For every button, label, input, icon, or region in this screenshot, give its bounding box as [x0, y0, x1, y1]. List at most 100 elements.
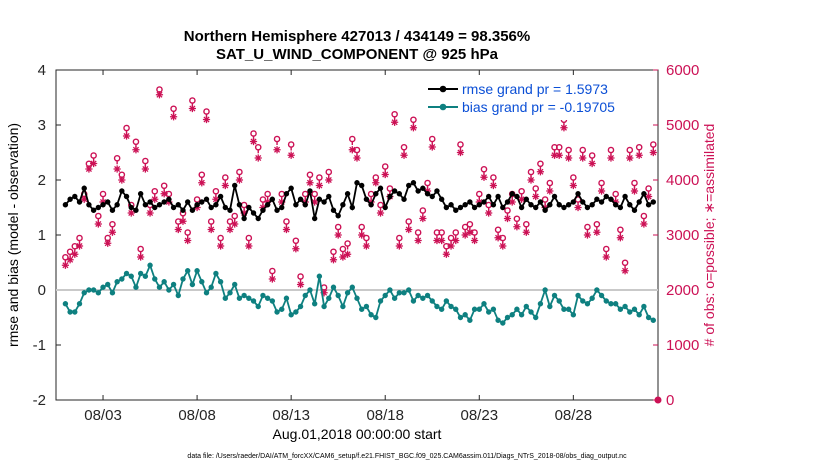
obs-assimilated-marker: [353, 154, 361, 162]
bias-point: [335, 292, 341, 299]
obs-assimilated-marker: [94, 220, 102, 228]
bias-point: [217, 279, 224, 285]
rmse-point: [137, 191, 144, 197]
obs-assimilated-marker: [99, 198, 107, 206]
bias-point: [114, 279, 120, 285]
legend-rmse-marker: [428, 85, 458, 93]
rmse-point: [203, 196, 210, 202]
bias-point: [650, 317, 656, 323]
rmse-point: [208, 204, 214, 211]
bias-point: [213, 270, 219, 277]
obs-assimilated-marker: [155, 91, 164, 99]
obs-assimilated-marker: [132, 146, 140, 154]
axis-ticks: 08/03 08/08 08/13 08/18 08/23 08/28-2-1012340…: [33, 62, 700, 424]
rmse-point: [326, 193, 332, 200]
obs-assimilated-marker: [532, 192, 540, 201]
obs-assimilated-marker: [503, 214, 512, 223]
obs-assimilated-marker: [184, 236, 192, 245]
obs-assimilated-marker: [381, 170, 389, 179]
obs-assimilated-marker: [282, 225, 291, 234]
obs-assimilated-marker: [240, 209, 248, 217]
rmse-point: [443, 204, 450, 211]
rmse-point: [406, 182, 412, 189]
rmse-point: [175, 202, 181, 208]
rmse-point: [340, 202, 346, 208]
bias-point: [448, 303, 454, 310]
rmse-point: [514, 193, 520, 200]
obs-assimilated-marker: [649, 148, 657, 157]
bias-point: [523, 303, 530, 310]
bias-point: [293, 309, 299, 315]
obs-assimilated-marker: [499, 242, 507, 250]
obs-assimilated-marker: [160, 190, 168, 198]
obs-possible-marker: [348, 135, 356, 145]
bias-point: [72, 309, 78, 315]
obs-assimilated-marker: [508, 198, 516, 206]
bias-point: [354, 295, 360, 301]
bias-point: [95, 290, 102, 296]
rmse-point: [72, 193, 78, 200]
obs-assimilated-marker: [104, 239, 112, 247]
obs-assimilated-marker: [597, 187, 606, 195]
rmse-point: [608, 196, 614, 202]
rmse-point: [424, 191, 431, 197]
obs-assimilated-marker: [122, 132, 131, 140]
obs-assimilated-marker: [188, 104, 196, 113]
bias-point: [232, 281, 238, 288]
obs-assimilated-marker: [607, 154, 615, 162]
bias-point: [603, 298, 609, 304]
bias-point: [109, 290, 116, 296]
obs-assimilated-marker: [630, 187, 639, 195]
bias-point: [438, 306, 445, 312]
obs-assimilated-marker: [334, 231, 342, 239]
obs-assimilated-marker: [616, 234, 624, 242]
rmse-point: [617, 204, 624, 211]
y-left-tick-label: 1: [38, 227, 46, 244]
rmse-point: [307, 188, 313, 194]
bias-point: [420, 295, 426, 301]
bias-point: [584, 301, 591, 307]
obs-assimilated-marker: [442, 250, 450, 258]
bias-point: [260, 292, 266, 299]
bias-point: [246, 295, 252, 301]
rmse-point: [401, 196, 407, 202]
obs-assimilated-marker: [85, 165, 93, 173]
rmse-point: [631, 207, 638, 213]
rmse-point: [156, 202, 163, 208]
bias-point: [434, 303, 440, 310]
bias-point: [485, 309, 492, 315]
rmse-point: [429, 193, 435, 200]
bias-point: [612, 301, 619, 307]
bias-point: [81, 290, 87, 296]
bias-point: [330, 284, 337, 290]
bias-point: [518, 312, 525, 318]
bias-point: [622, 303, 628, 310]
obs-assimilated-marker: [527, 176, 535, 184]
bias-point: [415, 292, 421, 299]
rmse-point: [518, 204, 525, 211]
obs-assimilated-marker: [555, 151, 563, 159]
obs-assimilated-marker: [447, 242, 455, 250]
obs-assimilated-marker: [146, 209, 154, 217]
bias-point: [387, 287, 393, 293]
obs-assimilated-marker: [165, 198, 173, 206]
obs-assimilated-marker: [306, 179, 314, 187]
bias-point: [133, 284, 139, 290]
obs-assimilated-marker: [245, 242, 253, 250]
obs-assimilated-marker: [480, 173, 488, 181]
rmse-point: [222, 204, 229, 211]
rmse-point: [293, 202, 299, 208]
rmse-point: [387, 193, 393, 200]
bias-point: [373, 314, 379, 321]
bias-point: [495, 317, 501, 323]
legend: rmse grand pr = 1.5973 bias grand pr = -…: [424, 78, 652, 120]
rmse-point: [311, 215, 318, 222]
y-right-tick-label: 2000: [666, 282, 699, 299]
y-right-tick-label: 6000: [666, 62, 699, 79]
rmse-point: [603, 193, 609, 200]
bias-point: [462, 312, 468, 318]
bias-point: [175, 292, 181, 299]
rmse-point: [434, 188, 440, 194]
bias-point: [184, 268, 191, 274]
obs-assimilated-marker: [541, 203, 549, 212]
